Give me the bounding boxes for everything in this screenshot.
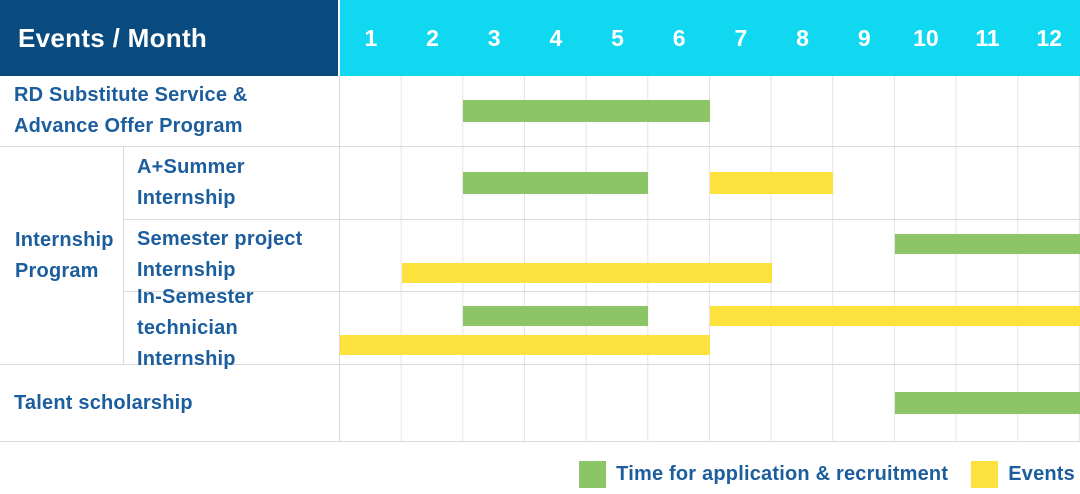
month-header-3: 3 (487, 24, 501, 51)
row-label-in-semester: In-Semester technician Internship (124, 286, 340, 370)
legend-label-application: Time for application & recruitment (616, 463, 949, 485)
internship-subrows: A+Summer Internship Semester project Int… (124, 147, 1080, 370)
gantt-bar-application (463, 100, 710, 122)
gantt-bar-application (895, 392, 1080, 414)
row-label-line: In-Semester (137, 285, 254, 308)
group-label-line: Program (15, 259, 99, 282)
gantt-bar-application (895, 233, 1080, 254)
legend: Time for application & recruitment Event… (0, 461, 1080, 488)
chart-row-talent-scholarship (340, 365, 1080, 441)
table-row-in-semester: In-Semester technician Internship (124, 286, 1080, 370)
chart-row-semester-project (340, 219, 1080, 291)
row-label-line: RD Substitute Service & (14, 84, 248, 106)
legend-item-application: Time for application & recruitment (579, 461, 948, 488)
month-header-5: 5 (611, 24, 624, 51)
row-label-line: Advance Offer Program (14, 115, 243, 137)
month-header-7: 7 (734, 24, 748, 51)
month-header-8: 8 (796, 24, 809, 51)
row-label-line: Semester project (137, 228, 303, 251)
table-group-internship: Internship Program A+Summer Internship S… (0, 147, 1080, 370)
month-header-6: 6 (672, 24, 686, 51)
table-row-semester-project: Semester project Internship (124, 219, 1080, 292)
legend-item-events: Events (971, 461, 1075, 488)
row-label-line: technician Internship (137, 316, 238, 370)
month-header-9: 9 (857, 24, 871, 51)
month-header-11: 11 (975, 24, 1000, 51)
gantt-bar-application (463, 306, 649, 326)
row-label-a-plus-summer: A+Summer Internship (124, 147, 340, 219)
months-header: 1 2 3 4 5 6 7 8 9 10 11 12 (340, 0, 1080, 76)
row-label-talent-scholarship: Talent scholarship (0, 365, 340, 441)
chart-row-rd-substitute (340, 76, 1080, 146)
row-label-line: A+Summer (137, 155, 245, 178)
application-swatch-icon (579, 461, 607, 488)
events-swatch-icon (971, 461, 999, 488)
row-label-semester-project: Semester project Internship (124, 219, 340, 291)
gantt-bar-application (463, 171, 649, 194)
group-label-internship-program: Internship Program (0, 147, 124, 364)
events-month-header: Events / Month (0, 0, 340, 76)
chart-row-in-semester (340, 292, 1080, 364)
row-label-line: Talent scholarship (14, 391, 193, 414)
gantt-bar-events (340, 335, 710, 355)
table-row-talent-scholarship: Talent scholarship (0, 365, 1080, 442)
gantt-bar-events (710, 306, 1080, 326)
gantt-bar-events (710, 171, 834, 194)
group-label-line: Internship (15, 228, 114, 251)
month-header-10: 10 (913, 24, 939, 51)
legend-label-events: Events (1008, 463, 1075, 485)
table-header-row: Events / Month 1 2 3 4 5 6 7 8 9 10 11 12 (0, 0, 1080, 76)
header-title: Events / Month (18, 22, 208, 53)
month-header-12: 12 (1036, 24, 1063, 51)
row-label-line: Internship (137, 186, 236, 209)
table-row-rd-substitute: RD Substitute Service & Advance Offer Pr… (0, 76, 1080, 147)
month-header-4: 4 (549, 24, 563, 51)
table-row-a-plus-summer: A+Summer Internship (124, 147, 1080, 220)
chart-row-a-plus-summer (340, 147, 1080, 219)
month-header-2: 2 (426, 24, 439, 51)
row-label-rd-substitute: RD Substitute Service & Advance Offer Pr… (0, 76, 340, 146)
gantt-bar-events (401, 262, 772, 283)
row-label-line: Internship (137, 259, 236, 282)
month-header-1: 1 (364, 24, 378, 51)
